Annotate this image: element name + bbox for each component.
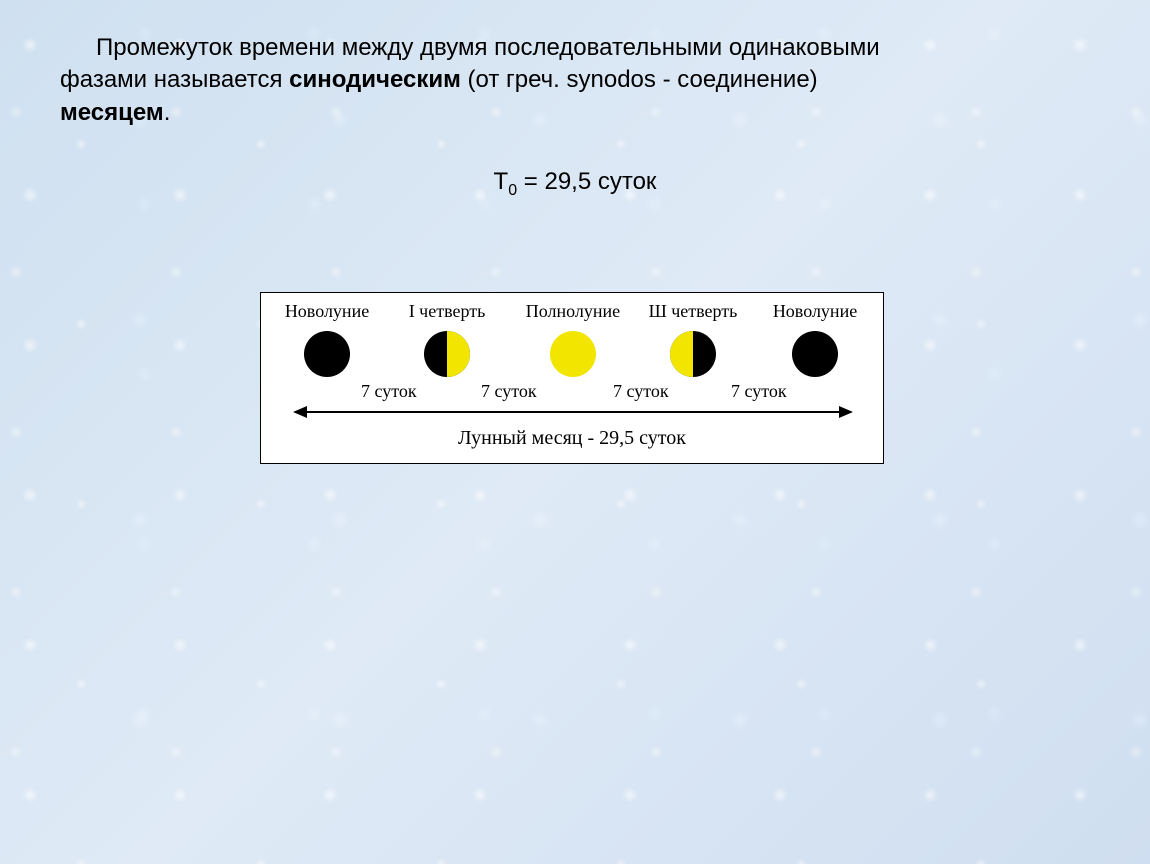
phase-circle-first_q <box>424 331 470 377</box>
phase-label: I четверть <box>392 301 502 322</box>
phase-label: Полнолуние <box>518 301 628 322</box>
phase-label: Новолуние <box>272 301 382 322</box>
text-line3-post: . <box>164 99 171 126</box>
text-line2-pre: фазами называется <box>60 66 289 93</box>
formula-var: Т <box>494 168 509 195</box>
interval-label: 7 суток <box>361 381 417 402</box>
interval-label: 7 суток <box>481 381 537 402</box>
moon-phase-diagram: Новолуние I четверть Полнолуние Ш четверть Н… <box>260 292 884 464</box>
text-line2-post: (от греч. synodos - соединение) <box>461 66 818 93</box>
formula-sub: 0 <box>508 182 517 199</box>
formula-rest: = 29,5 суток <box>517 168 656 195</box>
double-arrow <box>295 411 851 413</box>
phase-circles-row <box>261 329 883 379</box>
phase-circle-third_q <box>670 331 716 377</box>
text-line1: Промежуток времени между двумя последова… <box>96 34 880 61</box>
formula: Т0 = 29,5 суток <box>0 168 1150 200</box>
interval-label: 7 суток <box>731 381 787 402</box>
diagram-caption: Лунный месяц - 29,5 суток <box>261 427 883 450</box>
phase-label: Ш четверть <box>638 301 748 322</box>
body-text: Промежуток времени между двумя последова… <box>60 32 1090 129</box>
phase-circle-new <box>792 331 838 377</box>
text-bold-synodic: синодическим <box>289 66 461 93</box>
interval-label: 7 суток <box>613 381 669 402</box>
phase-circle-new <box>304 331 350 377</box>
text-bold-month: месяцем <box>60 99 164 126</box>
phase-label: Новолуние <box>760 301 870 322</box>
phase-circle-full <box>550 331 596 377</box>
